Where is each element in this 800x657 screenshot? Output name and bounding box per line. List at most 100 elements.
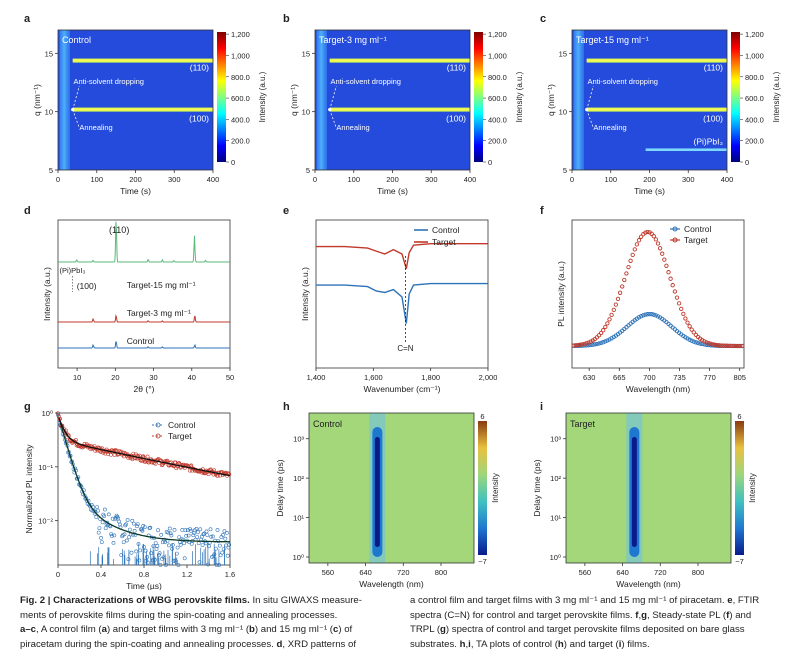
trpl-point [163,540,168,544]
xrd-annotation: (100) [77,281,97,291]
trpl-point [167,526,172,531]
pl-point [647,311,652,317]
xrd-series-label: Target-3 mg ml⁻¹ [127,308,191,318]
axes-frame [565,412,732,564]
trpl-point [137,558,142,563]
trpl-point [153,541,158,546]
giwaxs-anti-solvent-label: Anti-solvent dropping [331,77,401,86]
x-tick-label: 640 [359,568,372,577]
trpl-point [197,560,202,565]
pl-point [643,312,648,317]
xrd-trace [58,221,230,263]
trpl-point [122,532,127,537]
pl-point [651,312,656,317]
pl-point [584,341,589,346]
trpl-point [99,540,104,545]
pl-point [638,234,644,239]
trpl-point [205,533,210,538]
legend-label: Target [684,235,708,245]
ta-background [566,413,731,563]
trpl-point [109,532,114,537]
cbar-tick-label: 0 [488,158,492,167]
ta-cbar-label: Intensity [748,473,757,503]
pl-point [632,247,637,252]
trpl-point [221,547,226,552]
cbar-tick-label: 1,200 [488,30,507,39]
pl-point [674,295,680,300]
trpl-point [96,508,100,513]
cbar-tick-label: 800.0 [231,73,250,82]
x-tick-label: 100 [90,175,103,184]
trpl-fit [58,418,230,543]
trpl-point [178,542,183,547]
pl-point [645,229,650,235]
trpl-point [184,534,189,538]
trpl-point [103,526,108,531]
y-tick-label: 10⁻¹ [38,463,53,472]
legend-label: Target [168,431,192,441]
x-tick-label: 1,600 [364,373,383,382]
giwaxs-peak-110: (110) [190,63,209,73]
pl-point [605,338,610,343]
pl-point [662,257,667,262]
trpl-point [195,530,200,535]
x-tick-label: 200 [643,175,656,184]
pl-point [617,290,623,295]
trpl-point [126,557,131,562]
pl-point [603,339,608,344]
ta-cbar-label: Intensity [491,473,500,503]
trpl-point [127,527,132,532]
pl-point [740,343,745,349]
y-tick-label: 10⁻² [38,517,53,526]
cbar-tick-label: 1,000 [745,51,764,60]
giwaxs-xlabel: Time (s) [377,186,408,196]
trpl-point [196,541,201,546]
pl-point [577,342,583,347]
pl-point [689,327,694,332]
pl-point [683,316,688,321]
trpl-point [130,518,135,523]
trpl-point [103,507,107,512]
pl-point [590,342,595,347]
arrow-origin [585,107,589,112]
x-tick-label: 665 [613,373,626,382]
giwaxs-peak-100: (100) [703,114,723,124]
trpl-point [124,538,129,543]
pl-point [605,321,610,326]
pl-point [655,241,661,246]
panel-letter-i: i [540,401,543,413]
x-tick-label: 560 [579,568,592,577]
trpl-point [169,533,174,538]
pl-point [681,311,686,317]
trpl-point [111,541,116,545]
x-tick-label: 400 [721,175,734,184]
giwaxs-100-core [329,108,470,111]
pl-point [598,340,604,346]
y-tick-label: 15 [302,49,310,58]
pl-point [685,336,690,341]
panel-letter-c: c [540,13,546,25]
trpl-point [156,553,161,557]
trpl-point [155,544,160,548]
y-tick-label: 10³ [293,435,304,444]
pl-point [571,343,576,348]
panel-letter-h: h [283,401,290,413]
ta-cbar-min: −7 [478,557,487,566]
giwaxs-ylabel: q (nm⁻¹) [32,84,42,116]
pl-point [641,313,646,318]
ftir-xlabel: Wavenumber (cm⁻¹) [364,384,441,394]
trpl-point [204,529,209,534]
ftir-annotation: C=N [397,344,413,353]
giwaxs-shade [58,30,213,170]
pl-point [655,314,661,319]
trpl-point [164,458,169,463]
ta-bleach-core [631,437,637,547]
x-tick-label: 640 [616,568,629,577]
ta-title: Target [570,419,596,429]
x-tick-label: 630 [583,373,596,382]
pl-point [704,340,709,345]
giwaxs-shade [315,30,470,170]
y-tick-label: 5 [306,166,310,175]
trpl-point [159,532,164,537]
x-tick-label: 300 [168,175,181,184]
